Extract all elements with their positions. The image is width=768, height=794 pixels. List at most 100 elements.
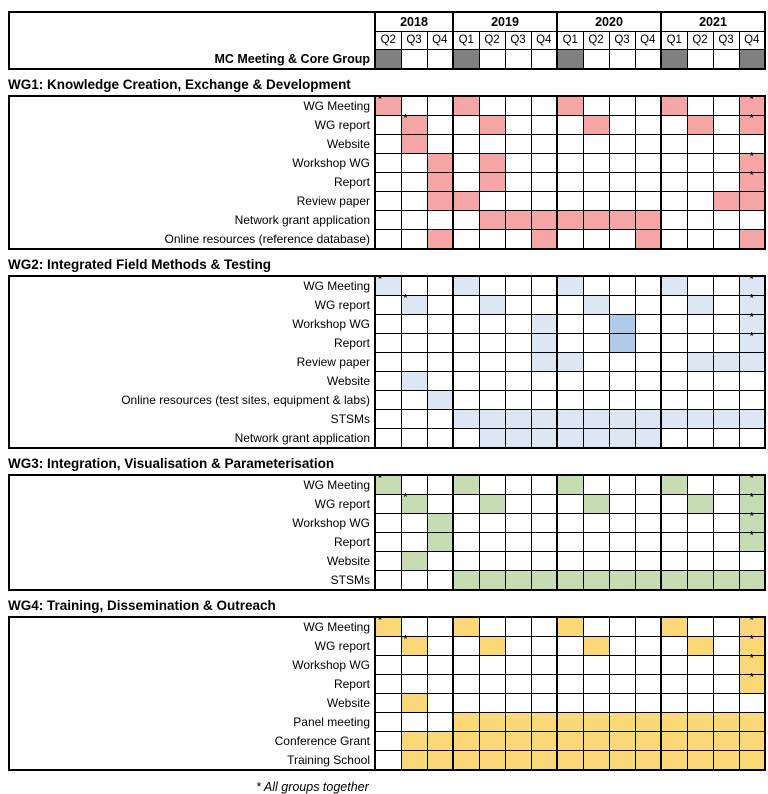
grid-cell — [400, 655, 428, 675]
grid-cell — [738, 570, 766, 591]
grid-cell — [608, 275, 636, 296]
activity-row-label: STSMs — [9, 409, 376, 429]
grid-cell — [426, 115, 454, 135]
grid-cell — [686, 371, 714, 391]
grid-cell — [478, 494, 506, 514]
grid-cell — [608, 390, 636, 410]
grid-cell — [530, 95, 558, 116]
grid-cell — [608, 210, 636, 230]
grid-cell — [530, 731, 558, 751]
grid-cell — [634, 229, 662, 250]
grid-cell — [660, 513, 688, 533]
grid-cell — [582, 229, 610, 250]
grid-cell — [712, 570, 740, 591]
grid-cell — [504, 229, 532, 250]
grid-cell — [478, 674, 506, 694]
activity-row: WG Meeting * * — [9, 275, 766, 296]
grid-cell — [582, 655, 610, 675]
grid-cell — [452, 409, 480, 429]
grid-cell — [582, 428, 610, 449]
grid-cell: * — [374, 616, 402, 637]
grid-cell — [634, 428, 662, 449]
grid-cell — [608, 352, 636, 372]
grid-cell — [660, 115, 688, 135]
quarter-header: Q2 — [478, 31, 506, 50]
grid-cell — [712, 295, 740, 315]
grid-cell — [452, 390, 480, 410]
grid-cell — [582, 494, 610, 514]
grid-cell — [374, 551, 402, 571]
grid-cell: * — [400, 492, 428, 514]
grid-cell — [634, 295, 662, 315]
grid-cell — [452, 674, 480, 694]
grid-cell — [556, 115, 584, 135]
grid-cell — [400, 712, 428, 732]
grid-cell — [608, 674, 636, 694]
grid-cell — [660, 352, 688, 372]
grid-cell — [478, 49, 506, 70]
grid-cell — [686, 731, 714, 751]
grid-cell — [582, 95, 610, 116]
activity-row-label: WG report — [9, 115, 376, 135]
grid-cell — [426, 513, 454, 533]
grid-cell — [712, 275, 740, 296]
grid-cell — [738, 352, 766, 372]
grid-cell — [686, 428, 714, 449]
grid-cell — [452, 532, 480, 552]
activity-row: Network grant application — [9, 428, 766, 449]
grid-cell — [478, 513, 506, 533]
all-groups-star-marker: * — [403, 634, 408, 645]
grid-cell — [478, 314, 506, 334]
grid-cell — [712, 49, 740, 70]
activity-row-label: WG Meeting — [9, 617, 376, 637]
grid-cell: * — [738, 114, 766, 135]
grid-cell — [582, 314, 610, 334]
grid-cell — [504, 570, 532, 591]
grid-cell — [686, 494, 714, 514]
quarter-header: Q4 — [738, 31, 766, 50]
grid-cell — [504, 49, 532, 70]
grid-cell — [608, 731, 636, 751]
grid-cell — [426, 371, 454, 391]
grid-cell — [608, 532, 636, 552]
grid-cell — [556, 693, 584, 713]
grid-cell — [452, 333, 480, 353]
grid-cell — [452, 570, 480, 591]
grid-cell — [504, 210, 532, 230]
all-groups-star-marker: * — [749, 94, 754, 105]
grid-cell — [452, 474, 480, 495]
activity-row-label: Website — [9, 371, 376, 391]
grid-cell — [582, 49, 610, 70]
grid-cell — [582, 750, 610, 771]
activity-row-label: Review paper — [9, 191, 376, 211]
quarter-header: Q2 — [686, 31, 714, 50]
all-groups-star-marker: * — [403, 492, 408, 503]
grid-cell — [556, 49, 584, 70]
grid-cell: * — [738, 654, 766, 675]
grid-cell — [452, 731, 480, 751]
grid-cell — [530, 314, 558, 334]
grid-cell — [452, 494, 480, 514]
grid-cell: * — [738, 275, 766, 296]
grid-cell — [712, 750, 740, 771]
grid-cell — [686, 115, 714, 135]
grid-cell — [582, 636, 610, 656]
grid-cell — [530, 513, 558, 533]
grid-cell — [738, 693, 766, 713]
grid-cell — [556, 333, 584, 353]
grid-cell — [374, 428, 402, 449]
grid-cell: * — [400, 634, 428, 656]
grid-cell — [478, 275, 506, 296]
grid-cell — [634, 532, 662, 552]
grid-cell — [686, 134, 714, 154]
grid-cell — [712, 474, 740, 495]
grid-cell — [686, 616, 714, 637]
grid-cell — [426, 731, 454, 751]
wg4-table: WG Meeting * * WG report * * Workshop WG * Repor… — [8, 616, 766, 771]
activity-row-label: WG Meeting — [9, 96, 376, 116]
grid-cell — [712, 229, 740, 250]
grid-cell — [608, 428, 636, 449]
grid-cell — [374, 172, 402, 192]
grid-cell — [582, 275, 610, 296]
activity-row: Online resources (reference database) — [9, 229, 766, 250]
